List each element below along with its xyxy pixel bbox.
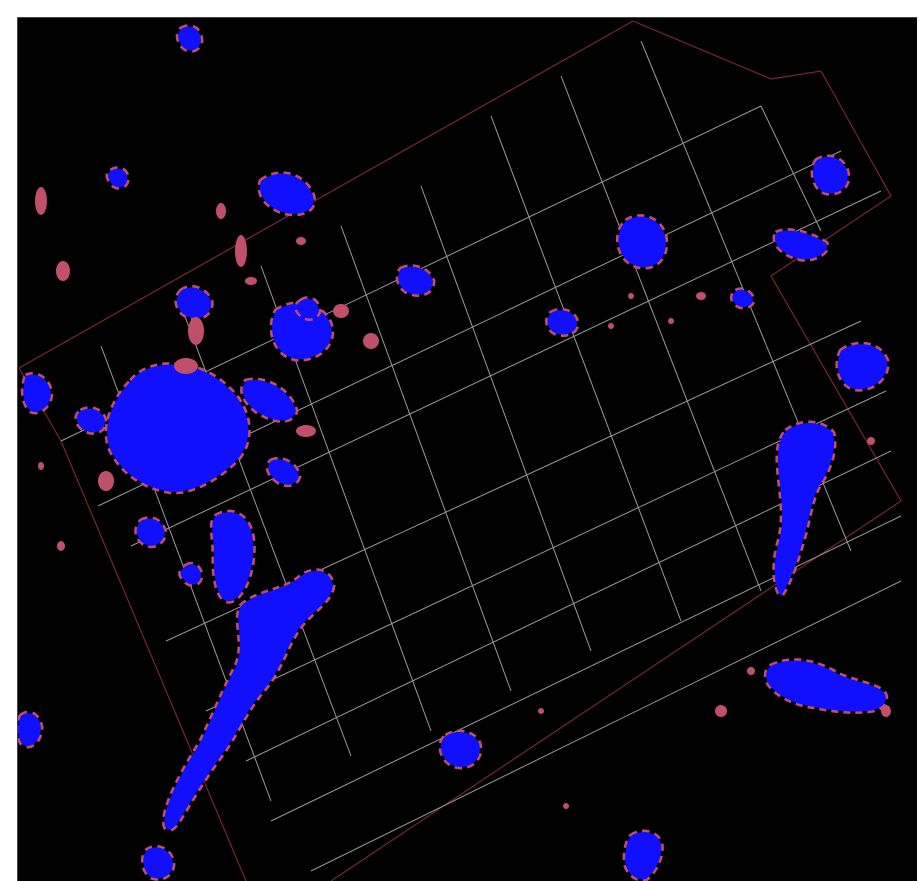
pink-speck bbox=[563, 803, 569, 809]
image-viewport bbox=[17, 17, 917, 881]
pink-speck bbox=[333, 304, 349, 318]
cell-blobs bbox=[18, 24, 891, 881]
pink-speck bbox=[747, 667, 755, 675]
cell-blob bbox=[547, 310, 577, 335]
pink-speck bbox=[174, 358, 198, 374]
cell-blob bbox=[176, 287, 212, 319]
cell-blob bbox=[268, 459, 299, 485]
pink-speck bbox=[538, 708, 544, 714]
cell-blob bbox=[774, 422, 835, 596]
cell-blob bbox=[398, 266, 433, 295]
cell-blob bbox=[108, 168, 128, 188]
pink-speck bbox=[628, 293, 634, 299]
cell-blob bbox=[813, 156, 848, 194]
pink-speck bbox=[296, 237, 306, 245]
cell-blob bbox=[178, 26, 201, 51]
pink-speck bbox=[696, 292, 706, 300]
microscopy-image bbox=[18, 20, 902, 881]
cell-blob bbox=[180, 564, 201, 585]
cell-blob bbox=[837, 344, 888, 390]
pink-speck bbox=[715, 705, 727, 717]
cell-blob bbox=[732, 289, 753, 308]
cell-blob bbox=[18, 713, 41, 747]
cell-blob bbox=[164, 570, 333, 830]
cell-blob bbox=[766, 660, 886, 712]
cell-blob bbox=[618, 216, 666, 268]
pink-speck bbox=[216, 203, 226, 219]
pink-speck bbox=[235, 235, 247, 267]
pink-speck bbox=[881, 705, 891, 717]
cell-blob bbox=[136, 518, 165, 546]
cell-blob bbox=[296, 298, 319, 319]
pink-speck bbox=[56, 261, 70, 281]
cell-blob bbox=[775, 230, 827, 260]
pink-speck bbox=[296, 425, 316, 437]
pink-speck bbox=[867, 437, 875, 445]
pink-speck bbox=[98, 471, 114, 491]
cell-blob bbox=[242, 380, 296, 421]
cell-blob bbox=[259, 173, 314, 214]
cell-blob bbox=[441, 731, 480, 767]
cell-blob bbox=[107, 364, 249, 492]
cell-blob bbox=[212, 512, 254, 602]
pink-speck bbox=[35, 187, 47, 215]
pink-speck bbox=[57, 541, 65, 551]
pink-speck bbox=[188, 317, 204, 345]
cell-blob bbox=[76, 408, 105, 433]
cell-blob bbox=[23, 374, 51, 412]
pink-speck bbox=[245, 277, 257, 285]
pink-speck bbox=[38, 462, 44, 470]
blob-rim bbox=[104, 362, 251, 495]
pink-speck bbox=[668, 318, 674, 324]
cell-blob bbox=[625, 831, 662, 880]
cell-blob bbox=[272, 303, 332, 360]
pink-speck bbox=[363, 333, 379, 349]
pink-speck bbox=[608, 323, 614, 329]
cell-blob bbox=[143, 847, 173, 879]
